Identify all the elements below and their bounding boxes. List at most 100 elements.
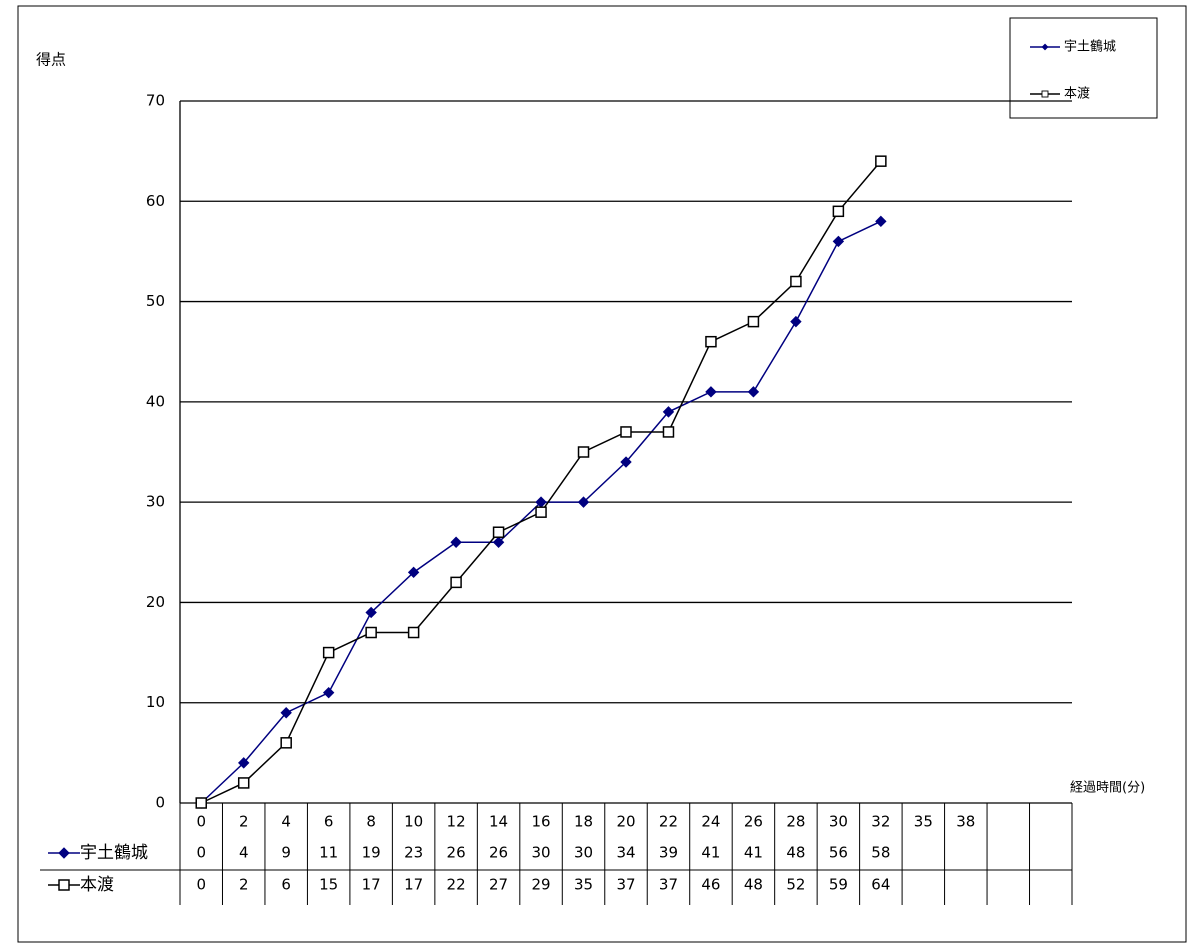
y-axis-title: 得点 bbox=[36, 51, 66, 69]
table-value: 22 bbox=[447, 876, 466, 894]
marker bbox=[238, 757, 250, 769]
x-tick-label: 12 bbox=[447, 813, 466, 831]
marker bbox=[450, 576, 462, 589]
marker bbox=[875, 155, 887, 167]
x-tick-label: 4 bbox=[281, 813, 291, 831]
table-value: 30 bbox=[574, 844, 593, 862]
marker bbox=[492, 536, 505, 548]
table-value: 26 bbox=[447, 844, 466, 862]
marker bbox=[492, 526, 505, 538]
table-value: 39 bbox=[659, 844, 678, 862]
table-value: 15 bbox=[319, 876, 338, 894]
marker bbox=[195, 797, 207, 809]
marker bbox=[747, 386, 760, 398]
marker bbox=[832, 205, 845, 218]
y-tick-label: 10 bbox=[146, 693, 165, 711]
table-value: 27 bbox=[489, 876, 508, 894]
marker bbox=[662, 406, 675, 418]
x-tick-label: 14 bbox=[489, 813, 508, 831]
marker bbox=[535, 506, 547, 518]
marker bbox=[280, 737, 292, 749]
table-value: 52 bbox=[786, 876, 805, 894]
x-tick-label: 20 bbox=[616, 813, 635, 831]
marker bbox=[322, 686, 335, 699]
x-tick-label: 18 bbox=[574, 813, 593, 831]
x-tick-label: 24 bbox=[701, 813, 720, 831]
marker bbox=[365, 606, 377, 619]
marker bbox=[365, 626, 377, 639]
table-value: 9 bbox=[281, 844, 291, 862]
marker bbox=[705, 386, 717, 398]
x-tick-label: 10 bbox=[404, 813, 423, 831]
table-value: 34 bbox=[616, 844, 635, 862]
marker bbox=[450, 536, 462, 548]
table-value: 41 bbox=[701, 844, 720, 862]
y-tick-label: 60 bbox=[146, 192, 165, 210]
table-value: 37 bbox=[616, 876, 635, 894]
y-tick-label: 50 bbox=[146, 292, 165, 310]
x-tick-label: 0 bbox=[196, 813, 206, 831]
marker bbox=[1041, 43, 1049, 51]
table-value: 30 bbox=[532, 844, 551, 862]
table-value: 4 bbox=[239, 844, 249, 862]
table-value: 56 bbox=[829, 844, 848, 862]
marker bbox=[832, 235, 845, 248]
table-value: 23 bbox=[404, 844, 423, 862]
table-value: 17 bbox=[404, 876, 423, 894]
table-value: 48 bbox=[786, 844, 805, 862]
table-value: 37 bbox=[659, 876, 678, 894]
table-value: 35 bbox=[574, 876, 593, 894]
table-value: 17 bbox=[362, 876, 381, 894]
legend-box bbox=[1009, 17, 1158, 119]
legend-label: 宇土鶴城 bbox=[1064, 39, 1116, 55]
marker bbox=[875, 215, 887, 228]
x-axis-title: 経過時間(分) bbox=[1070, 781, 1145, 796]
table-value: 41 bbox=[744, 844, 763, 862]
table-value: 6 bbox=[281, 876, 291, 894]
y-tick-label: 20 bbox=[146, 593, 165, 611]
x-tick-label: 30 bbox=[829, 813, 848, 831]
x-tick-label: 35 bbox=[914, 813, 933, 831]
table-value: 11 bbox=[319, 844, 338, 862]
y-tick-label: 30 bbox=[146, 493, 165, 511]
marker bbox=[577, 446, 590, 458]
x-tick-label: 26 bbox=[744, 813, 763, 831]
table-value: 48 bbox=[744, 876, 763, 894]
marker bbox=[620, 456, 632, 468]
y-tick-label: 40 bbox=[146, 392, 165, 410]
marker bbox=[58, 847, 70, 859]
marker bbox=[1041, 90, 1049, 98]
table-value: 0 bbox=[196, 844, 206, 862]
table-value: 59 bbox=[829, 876, 848, 894]
table-value: 2 bbox=[239, 876, 249, 894]
marker bbox=[407, 566, 420, 579]
x-tick-label: 16 bbox=[532, 813, 551, 831]
y-tick-label: 70 bbox=[146, 92, 165, 110]
marker bbox=[620, 426, 632, 438]
x-tick-label: 38 bbox=[956, 813, 975, 831]
table-series-label: 本渡 bbox=[80, 875, 114, 895]
x-tick-label: 2 bbox=[239, 813, 249, 831]
table-value: 19 bbox=[362, 844, 381, 862]
x-tick-label: 8 bbox=[366, 813, 376, 831]
marker bbox=[790, 315, 802, 328]
table-series-label: 宇土鶴城 bbox=[80, 843, 148, 863]
x-tick-label: 6 bbox=[324, 813, 334, 831]
table-value: 58 bbox=[871, 844, 890, 862]
table-value: 64 bbox=[871, 876, 890, 894]
table-value: 46 bbox=[701, 876, 720, 894]
chart-border bbox=[17, 5, 1187, 943]
marker bbox=[237, 777, 250, 789]
marker bbox=[407, 626, 420, 639]
marker bbox=[577, 496, 590, 508]
marker bbox=[322, 646, 335, 659]
x-tick-label: 22 bbox=[659, 813, 678, 831]
x-tick-label: 32 bbox=[871, 813, 890, 831]
x-tick-label: 28 bbox=[786, 813, 805, 831]
y-tick-label: 0 bbox=[155, 794, 165, 812]
marker bbox=[280, 707, 292, 719]
table-value: 29 bbox=[532, 876, 551, 894]
table-value: 0 bbox=[196, 876, 206, 894]
table-value: 26 bbox=[489, 844, 508, 862]
